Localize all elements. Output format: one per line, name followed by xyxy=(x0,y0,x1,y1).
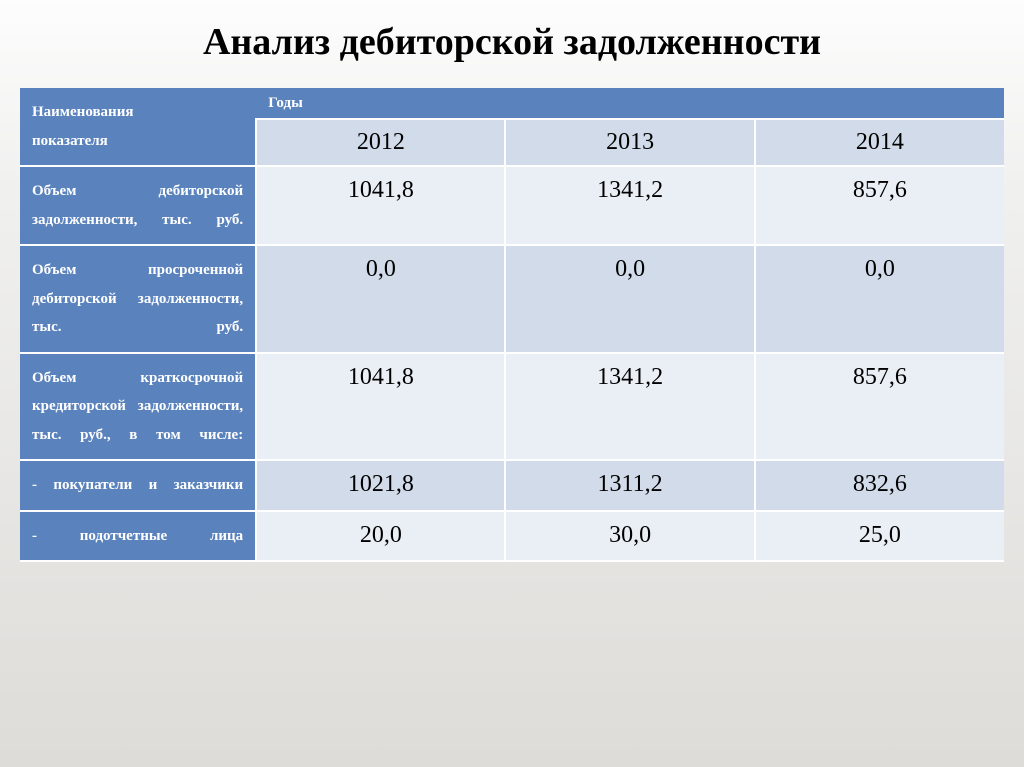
row-label: Объем краткосрочной кредиторской задолже… xyxy=(20,353,256,461)
cell: 832,6 xyxy=(755,460,1004,511)
table-row: - подотчетные лица 20,0 30,0 25,0 xyxy=(20,511,1004,562)
table-row: Объем дебиторской задолженности, тыс. ру… xyxy=(20,166,1004,245)
row-label: - покупатели и заказчики xyxy=(20,460,256,511)
table-row: Объем просроченной дебиторской задолженн… xyxy=(20,245,1004,353)
corner-line2: показателя xyxy=(32,133,108,149)
cell: 1341,2 xyxy=(505,166,754,245)
row-label: - подотчетные лица xyxy=(20,511,256,562)
cell: 1021,8 xyxy=(256,460,505,511)
cell: 0,0 xyxy=(755,245,1004,353)
cell: 0,0 xyxy=(256,245,505,353)
table-row: - покупатели и заказчики 1021,8 1311,2 8… xyxy=(20,460,1004,511)
cell: 1041,8 xyxy=(256,353,505,461)
row-label: Объем просроченной дебиторской задолженн… xyxy=(20,245,256,353)
slide-title: Анализ дебиторской задолженности xyxy=(20,20,1004,64)
table-row: Объем краткосрочной кредиторской задолже… xyxy=(20,353,1004,461)
year-col-1: 2013 xyxy=(505,119,754,166)
cell: 1311,2 xyxy=(505,460,754,511)
cell: 20,0 xyxy=(256,511,505,562)
year-col-0: 2012 xyxy=(256,119,505,166)
years-span-header: Годы xyxy=(256,88,1004,119)
cell: 1041,8 xyxy=(256,166,505,245)
corner-header: Наименования показателя xyxy=(20,88,256,166)
cell: 0,0 xyxy=(505,245,754,353)
table-head-row-1: Наименования показателя Годы xyxy=(20,88,1004,119)
cell: 30,0 xyxy=(505,511,754,562)
year-col-2: 2014 xyxy=(755,119,1004,166)
cell: 1341,2 xyxy=(505,353,754,461)
cell: 857,6 xyxy=(755,353,1004,461)
cell: 25,0 xyxy=(755,511,1004,562)
receivables-table: Наименования показателя Годы 2012 2013 2… xyxy=(20,88,1004,562)
cell: 857,6 xyxy=(755,166,1004,245)
slide-container: Анализ дебиторской задолженности Наимено… xyxy=(0,0,1024,767)
row-label: Объем дебиторской задолженности, тыс. ру… xyxy=(20,166,256,245)
corner-line1: Наименования xyxy=(32,104,133,120)
